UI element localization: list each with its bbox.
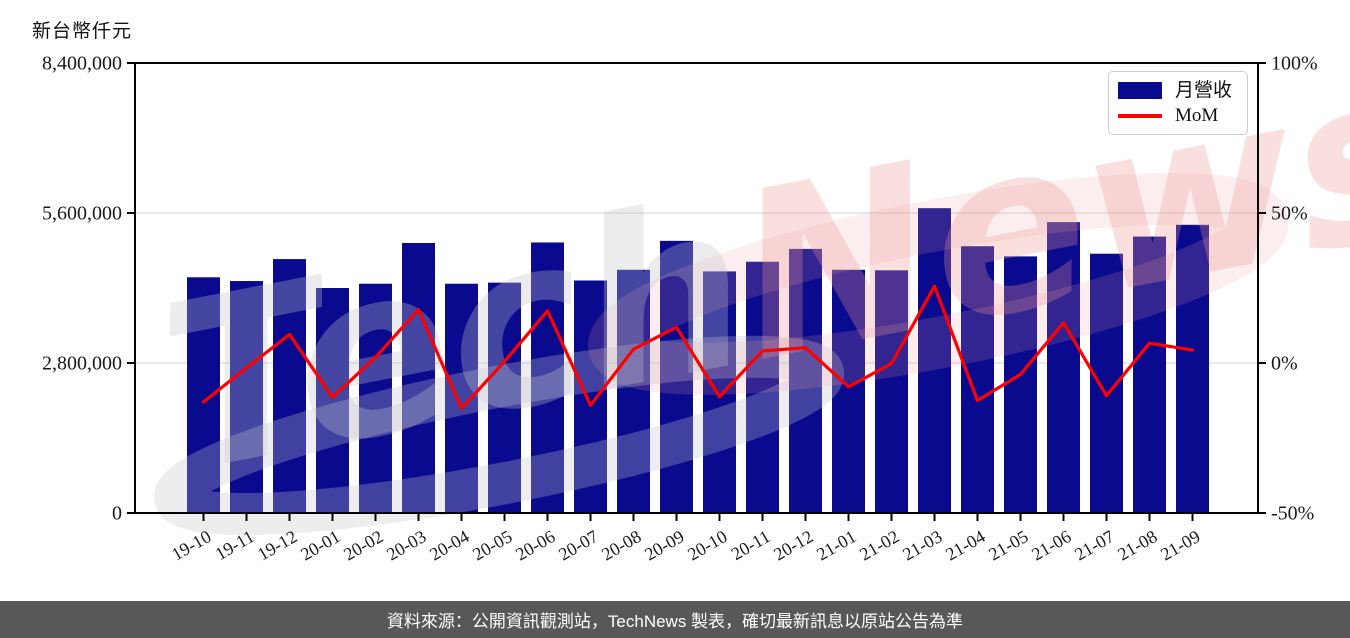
bar-20-06 xyxy=(531,242,564,513)
x-tick-label-20-12: 20-12 xyxy=(770,526,816,564)
x-tick-label-21-01: 21-01 xyxy=(813,526,859,564)
bar-21-01 xyxy=(832,269,865,513)
bar-21-08 xyxy=(1133,236,1166,514)
legend-label-mom: MoM xyxy=(1175,105,1219,126)
bar-21-03 xyxy=(918,208,951,513)
x-tick-label-21-03: 21-03 xyxy=(899,526,945,564)
bar-20-01 xyxy=(316,288,349,513)
legend: 月營收 MoM xyxy=(1108,71,1248,135)
bar-20-08 xyxy=(617,269,650,513)
source-footer: 資料來源：公開資訊觀測站，TechNews 製表，確切最新訊息以原站公告為準 xyxy=(0,601,1350,638)
bar-20-11 xyxy=(746,261,779,513)
x-tick-label-21-02: 21-02 xyxy=(856,526,902,564)
legend-item-mom: MoM xyxy=(1109,106,1247,125)
x-tick-label-20-04: 20-04 xyxy=(426,526,472,564)
bar-20-07 xyxy=(574,280,607,513)
right-tick-label: 100% xyxy=(1271,53,1318,75)
bar-20-12 xyxy=(789,248,822,513)
x-tick-label-19-10: 19-10 xyxy=(168,526,214,564)
bar-20-10 xyxy=(703,271,736,513)
left-axis-title: 新台幣仟元 xyxy=(32,21,133,42)
right-tick-label: 50% xyxy=(1271,203,1308,225)
x-tick-label-21-09: 21-09 xyxy=(1157,526,1203,564)
mom-line-swatch xyxy=(1118,113,1162,118)
bar-21-06 xyxy=(1047,222,1080,513)
watermark-swoosh-gray xyxy=(154,335,845,536)
mom-line xyxy=(201,284,1195,410)
x-tick-label-20-08: 20-08 xyxy=(598,526,644,564)
x-tick-label-20-05: 20-05 xyxy=(469,526,515,564)
bar-19-12 xyxy=(273,259,306,513)
x-tick-label-20-02: 20-02 xyxy=(340,526,386,564)
bar-20-02 xyxy=(359,283,392,513)
legend-item-revenue: 月營收 xyxy=(1109,81,1247,100)
x-tick-label-20-09: 20-09 xyxy=(641,526,687,564)
bar-21-09 xyxy=(1176,224,1209,514)
plot-border xyxy=(134,62,1259,514)
bar-20-09 xyxy=(660,240,693,513)
right-tick-label: -50% xyxy=(1271,503,1314,525)
bar-21-04 xyxy=(961,246,994,513)
bar-21-05 xyxy=(1004,256,1037,513)
x-tick-label-20-06: 20-06 xyxy=(512,526,558,564)
bar-21-02 xyxy=(875,270,908,513)
revenue-bar-swatch xyxy=(1118,82,1162,99)
bar-20-05 xyxy=(488,282,521,513)
x-tick-label-21-08: 21-08 xyxy=(1114,526,1160,564)
bar-19-11 xyxy=(230,281,263,513)
left-tick-label: 0 xyxy=(112,503,122,525)
x-tick-label-20-07: 20-07 xyxy=(555,526,601,564)
bar-20-03 xyxy=(402,243,435,513)
legend-label-revenue: 月營收 xyxy=(1175,80,1233,101)
right-tick-label: 0% xyxy=(1271,353,1298,375)
left-tick-label: 5,600,000 xyxy=(42,203,122,225)
x-tick-label-21-06: 21-06 xyxy=(1028,526,1074,564)
x-tick-label-21-07: 21-07 xyxy=(1071,526,1117,564)
left-tick-label: 8,400,000 xyxy=(42,53,122,75)
x-tick-label-21-04: 21-04 xyxy=(942,526,988,564)
x-tick-label-20-03: 20-03 xyxy=(383,526,429,564)
left-tick-label: 2,800,000 xyxy=(42,353,122,375)
watermark-swoosh-pink xyxy=(588,172,1289,395)
x-tick-label-20-11: 20-11 xyxy=(728,526,774,564)
x-tick-label-20-10: 20-10 xyxy=(684,526,730,564)
x-tick-label-21-05: 21-05 xyxy=(985,526,1031,564)
